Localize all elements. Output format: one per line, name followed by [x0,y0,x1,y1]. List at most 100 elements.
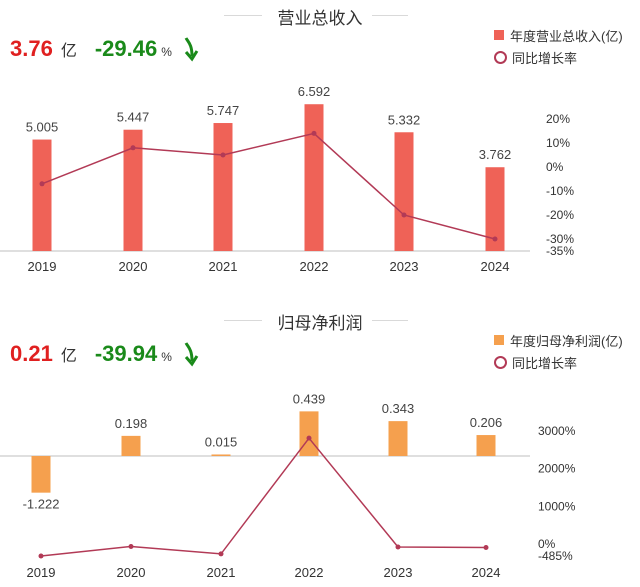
net-profit-legend: 年度归母净利润(亿) 同比增长率 [494,329,623,373]
bar-2020 [123,129,143,251]
bar-2020 [121,435,141,456]
x-tick-label: 2022 [295,565,324,580]
net-profit-kpi: 0.21 亿 -39.94% [10,341,200,371]
bar-value-label: 0.439 [293,391,326,406]
y2-tick-label: -10% [546,184,574,198]
y2-tick-label: 2000% [538,462,576,476]
x-tick-label: 2021 [209,259,238,274]
y2-tick-label: 1000% [538,499,576,513]
bar-2022 [304,104,324,251]
bar-2019 [31,456,51,493]
revenue-legend: 年度营业总收入(亿) 同比增长率 [494,24,623,68]
y2-tick-label: 0% [546,160,564,174]
y2-tick-label: 0% [538,537,556,551]
y2-tick-label: 10% [546,136,570,150]
x-tick-label: 2020 [117,565,146,580]
legend-label: 年度归母净利润(亿) [510,333,623,349]
growth-point-2022 [306,435,312,441]
net-profit-panel: 归母净利润 0.21 亿 -39.94% 年度归母净利润(亿) 同比增长率 -1.2… [0,305,640,587]
y2-tick-label: -30% [546,232,574,246]
net-profit-title: 归母净利润 [277,314,363,333]
net-profit-chart: -1.222 2019 0.198 2020 0.015 2021 0.439 2022 0.3… [0,391,576,580]
revenue-kpi-change: -29.46 [94,36,158,61]
revenue-panel: 营业总收入 3.76 亿 -29.46% 年度营业总收入(亿) 同比增长率 5.00… [0,0,640,290]
bar-value-label: 5.747 [207,103,240,118]
y2-tick-label: 3000% [538,424,576,438]
bar-value-label: 5.447 [117,110,150,125]
title-divider-left [224,320,262,321]
y2-tick-label: -485% [538,549,573,563]
net-profit-title-row: 归母净利润 [0,309,640,333]
growth-point-2022 [311,130,317,136]
growth-point-2019 [39,181,45,187]
growth-line [41,132,496,240]
bar-value-label: -1.222 [23,497,60,512]
x-tick-label: 2024 [472,565,501,580]
net-profit-kpi-value: 0.21 [10,341,53,366]
legend-item-growth: 同比增长率 [494,46,623,68]
growth-point-2019 [38,553,44,559]
bar-2019 [32,139,52,251]
legend-label: 年度营业总收入(亿) [510,28,623,44]
x-tick-label: 2024 [481,259,510,274]
growth-point-2021 [218,551,224,557]
bar-value-label: 5.005 [26,120,59,135]
growth-point-2024 [492,236,498,242]
legend-line-marker [494,50,507,64]
revenue-title: 营业总收入 [277,9,363,28]
y2-tick-label: 20% [546,112,570,126]
net-profit-kpi-percent: % [161,350,172,364]
bar-2021 [211,454,231,456]
down-arrow-icon [182,341,200,372]
revenue-kpi-unit: 亿 [60,43,77,60]
x-tick-label: 2023 [390,259,419,274]
x-tick-label: 2020 [119,259,148,274]
bar-2021 [213,123,233,251]
legend-item-revenue: 年度营业总收入(亿) [494,24,623,46]
legend-label: 同比增长率 [512,50,578,66]
bar-2024 [485,167,505,251]
legend-bar-swatch [494,30,504,40]
legend-bar-swatch [494,335,504,345]
growth-point-2024 [483,544,489,550]
x-tick-label: 2019 [27,565,56,580]
bar-value-label: 0.198 [115,416,148,431]
revenue-kpi: 3.76 亿 -29.46% [10,36,200,66]
y2-tick-label: -35% [546,244,574,258]
growth-point-2023 [395,544,401,550]
bar-2023 [394,132,414,251]
growth-point-2020 [130,145,136,151]
bar-value-label: 0.015 [205,434,238,449]
legend-item-net-profit: 年度归母净利润(亿) [494,329,623,351]
x-tick-label: 2019 [28,259,57,274]
net-profit-kpi-change: -39.94 [94,341,158,366]
bar-2022 [299,411,319,456]
revenue-chart: 5.005 2019 5.447 2020 5.747 2021 6.592 2022 5.33… [0,84,574,274]
growth-point-2023 [401,212,407,218]
bar-2023 [388,421,408,456]
legend-line-marker [494,355,507,369]
bar-value-label: 3.762 [479,147,512,162]
bar-value-label: 0.343 [382,401,415,416]
growth-point-2021 [220,152,226,158]
legend-item-growth: 同比增长率 [494,351,623,373]
bar-value-label: 0.206 [470,415,503,430]
x-tick-label: 2022 [300,259,329,274]
y2-tick-label: -20% [546,208,574,222]
bar-value-label: 5.332 [388,112,421,127]
title-divider-right [372,320,408,321]
title-divider-right [372,15,408,16]
bar-2024 [476,435,496,456]
revenue-title-row: 营业总收入 [0,4,640,28]
down-arrow-icon [182,36,200,67]
net-profit-kpi-unit: 亿 [60,348,77,365]
growth-point-2020 [128,543,134,549]
revenue-kpi-percent: % [161,45,172,59]
title-divider-left [224,15,262,16]
revenue-kpi-value: 3.76 [10,36,53,61]
legend-label: 同比增长率 [512,355,578,371]
bar-value-label: 6.592 [298,84,331,99]
x-tick-label: 2021 [207,565,236,580]
x-tick-label: 2023 [384,565,413,580]
growth-line [40,436,487,557]
